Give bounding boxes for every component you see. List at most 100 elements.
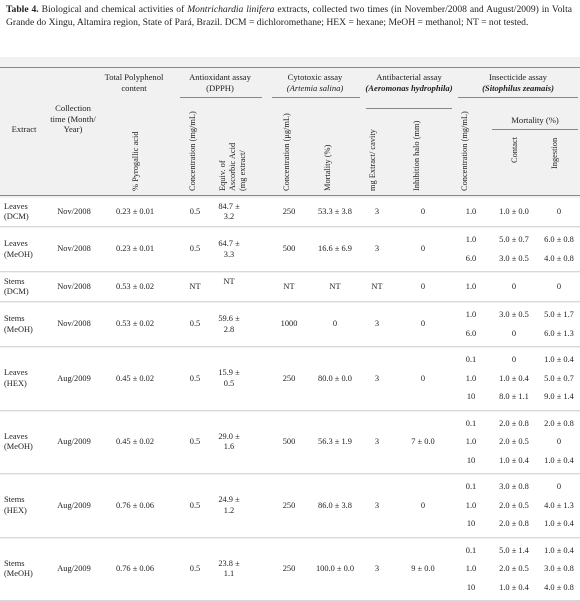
cell-insecticide-ingestion: 1.0 ± 0.4 [544, 455, 574, 465]
cell-cy-mort: 53.3 ± 3.8 [318, 206, 352, 216]
cell-polyphenol: 0.76 ± 0.06 [115, 500, 155, 510]
cell-ao-equiv: 15.9 ± 0.5 [218, 368, 240, 388]
cell-insecticide-contact: 8.0 ± 1.1 [499, 392, 529, 401]
cell-collection: Aug/2009 [57, 373, 91, 383]
caption-text-2: extracts, collected two times (in Novemb… [6, 4, 573, 28]
cell-insecticide-contact: 3.0 ± 0.5 [499, 253, 529, 263]
cell-collection: Nov/2008 [57, 244, 91, 254]
cell-insecticide-conc: 1.0 [465, 310, 477, 319]
cell-insecticide-contact: 1.0 ± 0.4 [499, 582, 529, 592]
cell-ao-equiv: 24.9 ± 1.2 [218, 495, 240, 515]
subheader-ao-equiv: Equiv. of Ascorbic Acid (mg extract/ [218, 143, 248, 191]
cell-ao-equiv: 59.6 ± 2.8 [218, 314, 240, 334]
subheader-in-concentration: Concentration (mg/mL) [460, 111, 469, 191]
cell-ab-mg: 3 [374, 564, 380, 573]
header-collection-time: Collection time (Month/ Year) [50, 103, 96, 134]
cell-insecticide-ingestion: 4.0 ± 1.3 [544, 500, 574, 510]
cell-insecticide-ingestion: 0 [556, 206, 562, 216]
cell-insecticide-conc: 10 [466, 519, 476, 528]
table-row [0, 303, 580, 346]
antioxidant-rule [180, 97, 262, 98]
row-divider [0, 271, 580, 272]
subheader-ao-equiv-3: (mg extract/ [238, 150, 247, 191]
cell-insecticide-contact: 5.0 ± 0.7 [499, 235, 529, 244]
header-antioxidant: Antioxidant assay (DPPH) [189, 72, 251, 93]
header-polyphenol: Total Polyphenol content [104, 72, 164, 93]
cell-ab-halo: 0 [420, 373, 426, 383]
cell-ao-equiv: 23.8 ± 1.1 [218, 558, 240, 579]
caption-label: Table 4. [6, 4, 39, 15]
cell-insecticide-conc: 10 [466, 392, 476, 401]
cell-insecticide-ingestion: 6.0 ± 0.8 [544, 235, 574, 244]
cytotoxic-rule [272, 97, 360, 98]
cell-cy-mort: 100.0 ± 0.0 [315, 564, 355, 573]
caption-text-1: Biological and chemical activities of [38, 4, 188, 15]
cell-extract: Leaves (DCM) [4, 201, 29, 222]
cell-insecticide-ingestion: 0 [556, 281, 562, 291]
cell-extract: Stems (MeOH) [4, 558, 33, 579]
caption-species: Montrichardia linifera [187, 4, 275, 15]
cell-insecticide-conc: 1.0 [465, 500, 477, 510]
row-divider [0, 473, 580, 474]
subheader-cy-concentration: Concentration (μg/mL) [282, 113, 291, 191]
cell-collection: Aug/2009 [57, 564, 91, 573]
subheader-cy-mortality: Mortality (%) [323, 144, 332, 191]
cell-insecticide-conc: 0.1 [465, 418, 477, 428]
cell-insecticide-contact: 2.0 ± 0.8 [499, 418, 529, 428]
cell-ao-conc: 0.5 [189, 206, 201, 216]
cell-insecticide-ingestion: 5.0 ± 0.7 [544, 373, 574, 383]
cell-insecticide-conc: 1.0 [465, 206, 477, 216]
header-antibacterial-label: Antibacterial assay [376, 72, 442, 82]
table-row [0, 273, 580, 301]
cell-insecticide-conc: 0.1 [465, 545, 477, 555]
table-row [0, 348, 580, 410]
cell-ao-conc: 0.5 [189, 319, 201, 329]
cell-insecticide-contact: 0 [511, 281, 517, 291]
table-row [0, 475, 580, 537]
cell-ao-conc: 0.5 [189, 244, 201, 254]
cell-insecticide-contact: 2.0 ± 0.5 [499, 564, 529, 573]
table-top-rule [0, 67, 580, 68]
header-insecticide-species: (Sitophilus zeamais) [482, 82, 554, 93]
header-bottom-rule [0, 195, 580, 196]
insecticide-rule [458, 97, 578, 98]
subheader-in-contact: Contact [510, 136, 519, 163]
cell-insecticide-contact: 3.0 ± 0.8 [499, 482, 529, 491]
header-cytotoxic-species: (Artemia salina) [286, 82, 344, 93]
cell-ab-mg: 3 [374, 206, 380, 216]
cell-ao-conc: 0.5 [189, 373, 201, 383]
cell-insecticide-conc: 6.0 [465, 253, 477, 263]
cell-cy-mort: NT [329, 281, 341, 291]
cell-ao-equiv: 64.7 ± 3.3 [218, 239, 240, 259]
cell-polyphenol: 0.76 ± 0.06 [115, 564, 155, 573]
cell-insecticide-ingestion: 1.0 ± 0.4 [544, 545, 574, 555]
mortality-rule [492, 129, 578, 130]
cell-cy-mort: 16.6 ± 6.9 [318, 244, 352, 254]
cell-ab-mg: 3 [374, 437, 380, 446]
cell-insecticide-conc: 0.1 [465, 355, 477, 364]
cell-insecticide-conc: 0.1 [465, 482, 477, 491]
header-cytotoxic-label: Cytotoxic assay [287, 72, 343, 82]
subheader-ab-mg: mg Extract/ cavity [368, 129, 377, 191]
cell-insecticide-conc: 10 [466, 582, 476, 592]
subheader-ao-concentration: Concentration (mg/mL) [188, 111, 197, 191]
cell-ab-halo: 7 ± 0.0 [411, 437, 435, 446]
cell-cy-conc: 250 [282, 206, 296, 216]
cell-cy-conc: 500 [282, 244, 296, 254]
cell-collection: Nov/2008 [57, 281, 91, 291]
cell-ab-mg: 3 [374, 500, 380, 510]
cell-polyphenol: 0.45 ± 0.02 [115, 373, 155, 383]
row-divider [0, 409, 580, 411]
cell-insecticide-ingestion: 6.0 ± 1.3 [544, 328, 574, 338]
cell-insecticide-conc: 10 [466, 455, 476, 465]
cell-cy-mort: 56.3 ± 1.9 [318, 437, 352, 446]
cell-collection: Nov/2008 [57, 319, 91, 329]
table-row [0, 228, 580, 271]
cell-cy-conc: 1000 [280, 319, 298, 329]
cell-ab-halo: 9 ± 0.0 [411, 564, 435, 573]
cell-cy-conc: NT [283, 281, 295, 291]
header-antibacterial-species: (Aeromonas hydrophila) [365, 82, 453, 93]
header-cytotoxic: Cytotoxic assay (Artemia salina) [270, 72, 360, 93]
cell-ab-halo: 0 [420, 244, 426, 254]
cell-ab-halo: 0 [420, 319, 426, 329]
